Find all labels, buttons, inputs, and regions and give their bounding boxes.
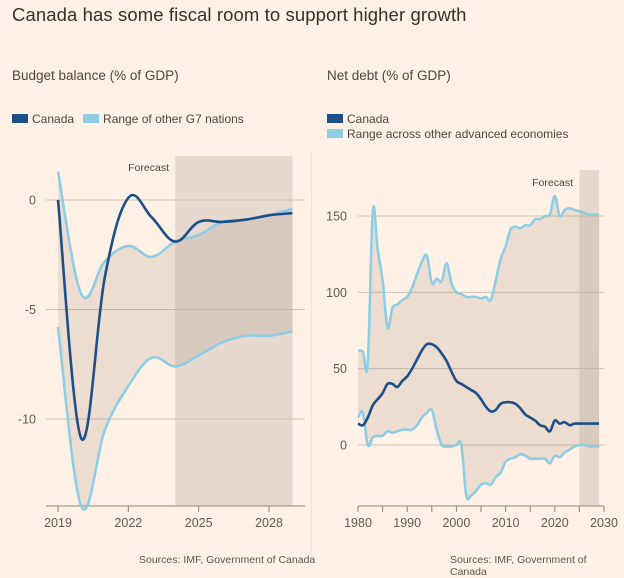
x-tick-label: 2000	[442, 516, 470, 530]
legend-swatch-canada	[12, 114, 28, 123]
legend-label-canada: Canada	[347, 111, 390, 126]
legend-swatch-range	[83, 114, 100, 123]
legend-swatch-canada	[327, 114, 343, 123]
legend-swatch-range	[327, 129, 343, 138]
x-tick-label: 2028	[255, 516, 283, 530]
x-tick-label: 2019	[44, 516, 72, 530]
range-band	[58, 171, 293, 510]
y-tick-label: 0	[340, 439, 347, 453]
x-tick-label: 2022	[114, 516, 142, 530]
x-tick-label: 1980	[344, 516, 372, 530]
canada-line	[357, 342, 600, 433]
forecast-label: Forecast	[128, 162, 169, 174]
legend-label-range: Range of other G7 nations	[103, 111, 244, 126]
y-tick-label: 100	[326, 286, 347, 300]
range-upper-line	[357, 194, 600, 374]
x-tick-label: 1990	[393, 516, 421, 530]
y-tick-label: 150	[326, 210, 347, 224]
budget-balance-chart: 0 -5 -10 2019 2022 2025 2028 Forecast	[18, 156, 305, 530]
panel-divider	[311, 150, 312, 560]
right-chart-subtitle: Net debt (% of GDP)	[327, 68, 451, 83]
right-source-note: Sources: IMF, Government of Canada	[450, 554, 587, 578]
net-debt-chart: 150 100 50 0 1980 1990 2000 2010 2020 2030 Forecas…	[326, 170, 618, 530]
right-legend: Canada Range across other advanced econo…	[327, 111, 568, 141]
legend-label-range: Range across other advanced economies	[347, 126, 569, 141]
x-tick-label: 2020	[541, 516, 569, 530]
left-source-note: Sources: IMF, Government of Canada	[139, 554, 316, 566]
y-tick-label: 50	[333, 362, 347, 376]
chart-title: Canada has some fiscal room to support h…	[12, 4, 467, 25]
x-tick-label: 2025	[185, 516, 213, 530]
y-tick-label: 0	[29, 194, 36, 208]
left-chart-subtitle: Budget balance (% of GDP)	[12, 68, 179, 83]
forecast-shading	[579, 170, 600, 506]
y-tick-label: -10	[18, 413, 36, 427]
y-tick-label: -5	[25, 303, 36, 317]
range-lower-line	[356, 407, 600, 501]
legend-label-canada: Canada	[32, 111, 75, 126]
x-tick-label: 2030	[590, 516, 618, 530]
canada-line	[56, 193, 293, 441]
left-legend: Canada Range of other G7 nations	[12, 111, 244, 126]
forecast-label: Forecast	[532, 177, 573, 189]
x-tick-label: 2010	[492, 516, 520, 530]
range-lower-line	[56, 326, 293, 511]
